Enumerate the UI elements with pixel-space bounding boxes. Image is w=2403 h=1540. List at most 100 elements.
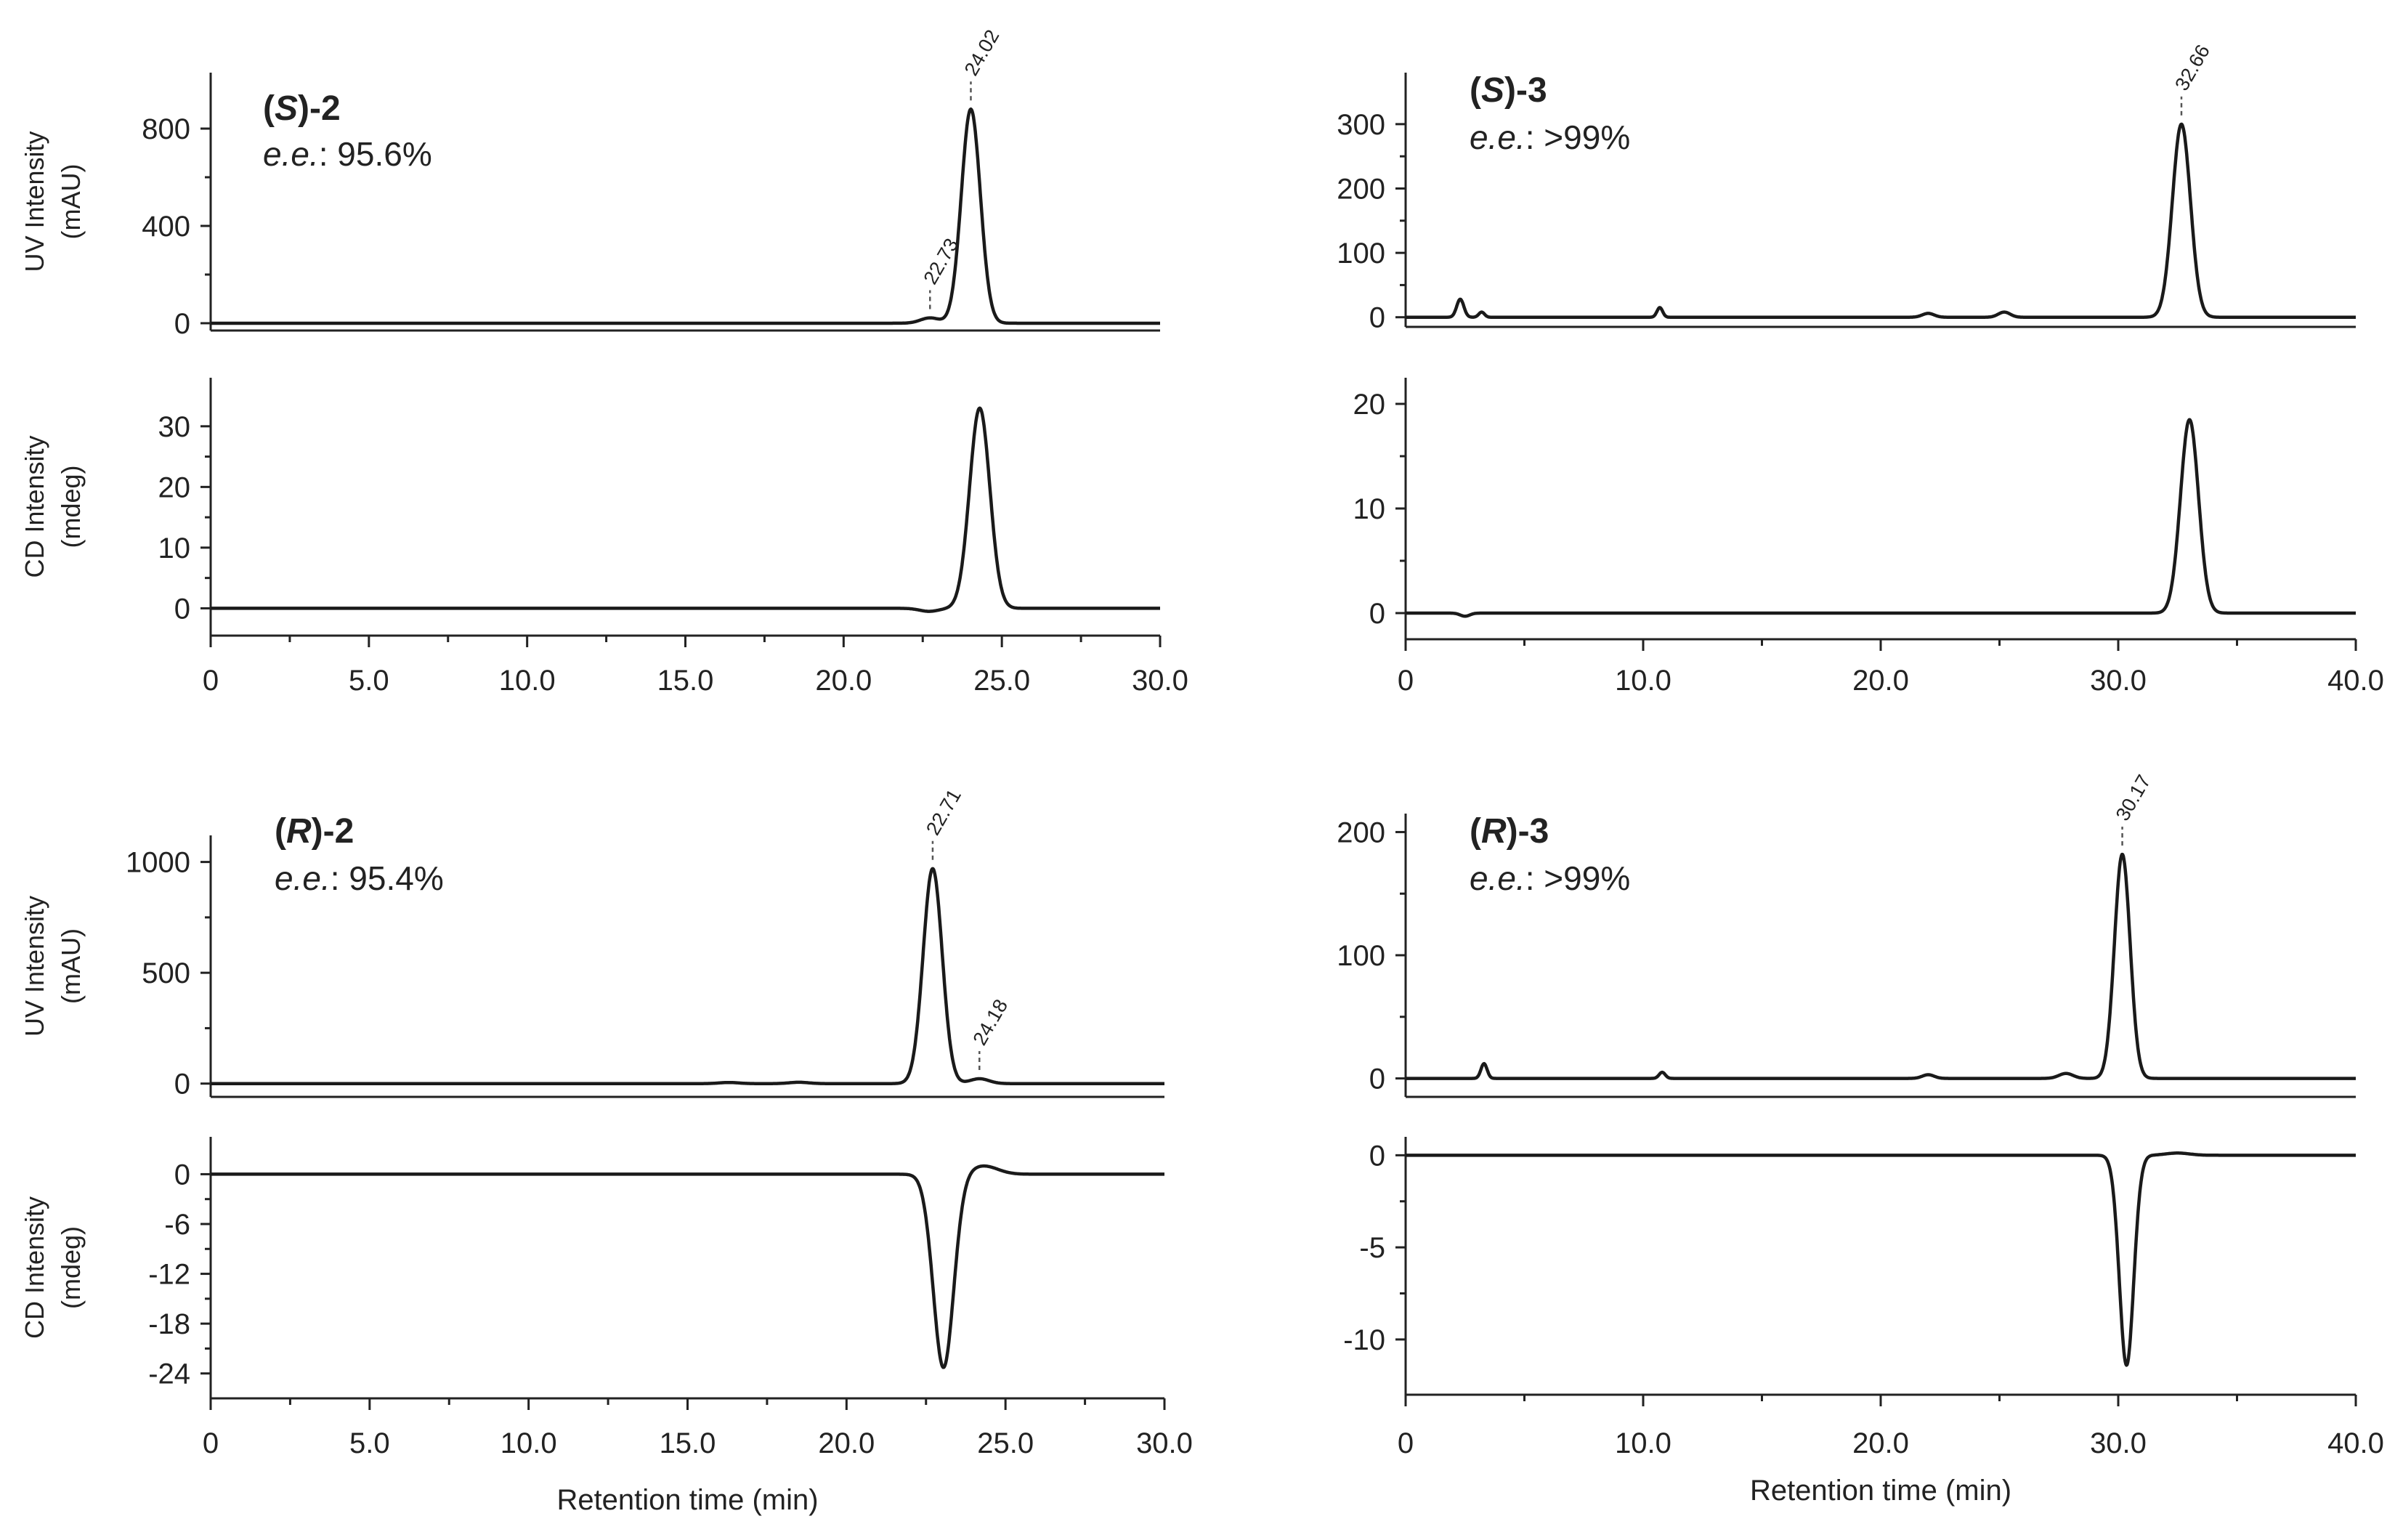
- uv-peak-label: 24.02: [960, 26, 1004, 80]
- x-tick-label: 15.0: [660, 1427, 716, 1459]
- title-suffix: )-3: [1504, 71, 1547, 110]
- x-tick-label: 0: [1398, 665, 1414, 697]
- title-suffix: )-3: [1507, 812, 1549, 851]
- x-tick-label: 5.0: [349, 665, 389, 697]
- title-italic: R: [1481, 812, 1507, 851]
- cd-trace: [1404, 1151, 2357, 1367]
- panel-title: (R)-2: [275, 812, 354, 851]
- cd-y-tick-label: 20: [158, 471, 191, 503]
- cd-y-tick-label: -6: [164, 1209, 190, 1241]
- cd-plot: 0 -5 -10: [1343, 1137, 2357, 1396]
- cd-trace: [209, 406, 1162, 613]
- x-tick-label: 10.0: [1615, 1427, 1671, 1459]
- title-italic: S: [1481, 71, 1504, 110]
- x-tick-label: 30.0: [2090, 1427, 2147, 1459]
- x-tick-label: 40.0: [2327, 665, 2384, 697]
- x-tick-label: 0: [1398, 1427, 1414, 1459]
- uv-y-tick-label: 100: [1337, 940, 1385, 972]
- x-tick-label: 20.0: [815, 665, 872, 697]
- uv-y-tick-label: 300: [1337, 109, 1385, 141]
- cd-y-tick-label: 0: [174, 1159, 190, 1191]
- x-tick-label: 30.0: [1132, 665, 1188, 697]
- ee-annotation: e.e.: >99%: [1470, 118, 1630, 156]
- x-axis-title: Retention time (min): [556, 1484, 818, 1516]
- x-tick-label: 15.0: [657, 665, 714, 697]
- x-tick-label: 0: [203, 665, 219, 697]
- ee-label: e.e.: [263, 135, 319, 173]
- ee-annotation: e.e.: 95.6%: [263, 135, 432, 173]
- ee-label: e.e.: [1470, 859, 1525, 897]
- ee-annotation: e.e.: 95.4%: [275, 859, 444, 897]
- x-tick-label: 30.0: [2090, 665, 2147, 697]
- ee-label: e.e.: [275, 859, 331, 897]
- uv-trace: [1404, 122, 2357, 319]
- title-suffix: )-2: [298, 89, 341, 128]
- panel-title: (S)-2: [263, 89, 341, 128]
- ee-label: e.e.: [1470, 118, 1525, 156]
- cd-trace: [1404, 418, 2357, 618]
- x-tick-label: 10.0: [501, 1427, 557, 1459]
- uv-trace: [209, 107, 1162, 325]
- title-suffix: )-2: [312, 812, 354, 851]
- title-italic: S: [275, 89, 298, 128]
- x-tick-label: 10.0: [1615, 665, 1671, 697]
- uv-y-tick-label: 0: [1369, 302, 1385, 334]
- uv-y-title: UV Intensity: [20, 896, 49, 1037]
- x-tick-label: 40.0: [2327, 1427, 2384, 1459]
- x-tick-label: 20.0: [1852, 665, 1909, 697]
- uv-y-title-unit: (mAU): [56, 164, 86, 240]
- cd-y-tick-label: 20: [1353, 389, 1386, 421]
- cd-y-tick-label: 0: [174, 593, 190, 625]
- panel-R2: (R)-2 e.e.: 95.4% 0 500 1000 UV Intensity (mAU…: [20, 785, 1193, 1516]
- x-tick-label: 20.0: [1852, 1427, 1909, 1459]
- cd-y-title: CD Intensity: [20, 1196, 49, 1339]
- panel-title: (S)-3: [1470, 71, 1547, 110]
- uv-trace: [1404, 852, 2357, 1080]
- cd-plot: 0 10 20: [1353, 378, 2357, 641]
- uv-y-tick-label: 500: [142, 957, 190, 989]
- cd-y-tick-label: 0: [1369, 1140, 1385, 1172]
- cd-plot: 0 -6 -12 -18 -24 CD Intensity (mdeg): [20, 1137, 1166, 1400]
- cd-y-tick-label: -12: [148, 1259, 190, 1291]
- ee-value: : 95.6%: [319, 135, 432, 173]
- uv-y-tick-label: 0: [174, 308, 190, 340]
- uv-plot: 0 500 1000 UV Intensity (mAU) 22.71 24.18: [20, 785, 1166, 1101]
- cd-y-tick-label: 0: [1369, 598, 1385, 630]
- ee-value: : >99%: [1525, 118, 1631, 156]
- uv-y-tick-label: 100: [1337, 238, 1385, 270]
- panel-S2: (S)-2 e.e.: 95.6% 0 400 800 UV Intensity (mAU)…: [20, 26, 1188, 697]
- title-paren-open: (: [1470, 812, 1481, 851]
- cd-y-title-unit: (mdeg): [56, 465, 86, 548]
- title-paren-open: (: [1470, 71, 1481, 110]
- ee-value: : >99%: [1525, 859, 1631, 897]
- uv-y-tick-label: 200: [1337, 173, 1385, 205]
- uv-y-title: UV Intensity: [20, 131, 49, 272]
- title-paren-open: (: [263, 89, 275, 128]
- uv-y-tick-label: 0: [1369, 1063, 1385, 1095]
- cd-y-tick-label: -24: [148, 1358, 190, 1390]
- cd-trace: [209, 1164, 1166, 1369]
- x-tick-label: 10.0: [499, 665, 556, 697]
- cd-y-tick-label: 30: [158, 411, 191, 443]
- x-tick-label: 0: [203, 1427, 219, 1459]
- ee-annotation: e.e.: >99%: [1470, 859, 1630, 897]
- uv-peak-label: 32.66: [2171, 41, 2214, 94]
- x-tick-label: 20.0: [818, 1427, 875, 1459]
- panel-R3: (R)-3 e.e.: >99% 0 100 200 30.17 0 -5 -10 0 10.0 20…: [1337, 771, 2384, 1507]
- uv-trace: [209, 867, 1166, 1085]
- cd-y-title-unit: (mdeg): [56, 1226, 86, 1309]
- panel-title: (R)-3: [1470, 812, 1549, 851]
- x-axis-title: Retention time (min): [1750, 1475, 2011, 1507]
- x-tick-label: 25.0: [973, 665, 1030, 697]
- cd-y-tick-label: -10: [1343, 1324, 1385, 1356]
- cd-plot: 0 10 20 30 CD Intensity (mdeg): [20, 378, 1162, 637]
- uv-peak-label: 24.18: [968, 995, 1012, 1049]
- uv-peak-label: 22.71: [922, 785, 965, 839]
- x-tick-label: 30.0: [1136, 1427, 1193, 1459]
- x-tick-label: 25.0: [977, 1427, 1034, 1459]
- uv-y-tick-label: 1000: [126, 847, 190, 879]
- cd-y-title: CD Intensity: [20, 435, 49, 578]
- cd-y-tick-label: 10: [1353, 493, 1386, 525]
